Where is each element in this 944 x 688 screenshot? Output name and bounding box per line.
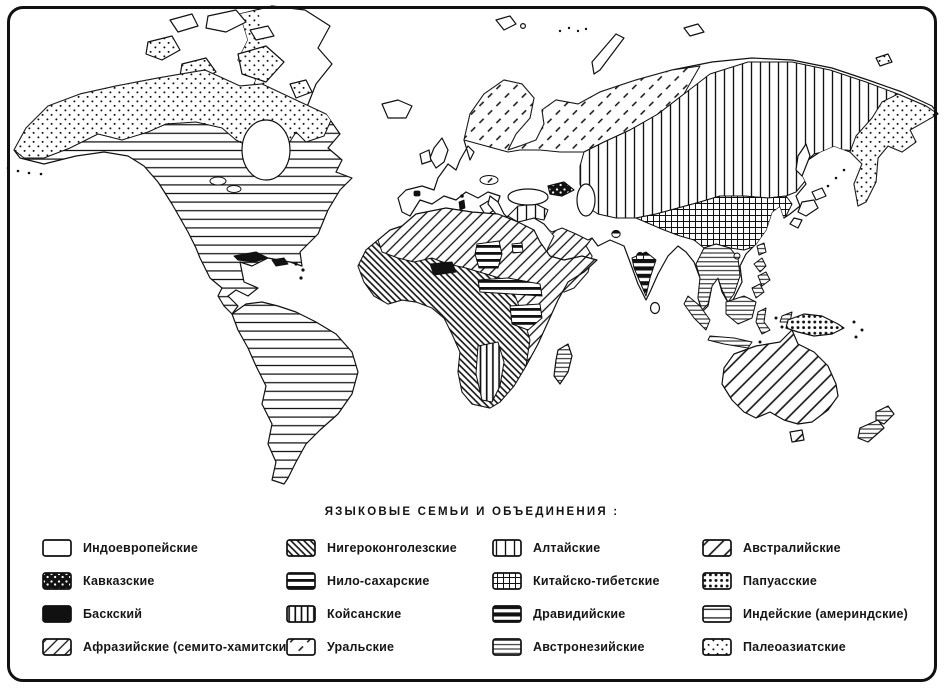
legend-swatch-altaic xyxy=(492,538,522,557)
legend-label: Австралийские xyxy=(743,540,841,555)
region-caucasian xyxy=(547,181,575,197)
sakhalin xyxy=(795,143,811,177)
legend-item-khoisan: Койсанские xyxy=(286,597,490,630)
region-australian xyxy=(721,329,839,425)
legend-item-papuan: Папуасские xyxy=(702,564,932,597)
caribbean-islands xyxy=(233,251,305,280)
legend-swatch-nilo-saharan xyxy=(286,571,316,590)
legend-item-niger-congo: Нигероконголезские xyxy=(286,531,490,564)
sahel-black-patch xyxy=(429,261,457,276)
legend-column-1: Индоевропейские Кавказские Баскский Афра… xyxy=(42,531,298,663)
legend-item-paleoasian: Палеоазиатские xyxy=(702,630,932,663)
aleutian-islands xyxy=(6,166,43,176)
legend-label: Нило-сахарские xyxy=(327,573,430,588)
corsica xyxy=(460,194,464,198)
kuril-islands xyxy=(826,168,846,188)
legend-item-uralic: Уральские xyxy=(286,630,490,663)
legend-label: Койсанские xyxy=(327,606,402,621)
legend-item-sino-tibetan: Китайско-тибетские xyxy=(492,564,700,597)
legend-swatch-indo-european xyxy=(42,538,72,557)
legend-label: Дравидийские xyxy=(533,606,626,621)
region-tasmania xyxy=(789,429,805,443)
legend-swatch-caucasian xyxy=(42,571,72,590)
novaya-zemlya xyxy=(591,33,625,75)
legend-label: Индейские (америндские) xyxy=(743,606,908,621)
sardinia xyxy=(458,199,466,211)
arctic-islands-white xyxy=(169,9,275,41)
region-austronesian-indochina xyxy=(695,243,741,311)
legend-column-2: Нигероконголезские Нило-сахарские Койсан… xyxy=(286,531,490,663)
moluccas xyxy=(758,316,784,344)
wrangel-island xyxy=(875,53,893,67)
legend-swatch-uralic xyxy=(286,637,316,656)
legend-swatch-paleoasian xyxy=(702,637,732,656)
black-sea xyxy=(507,188,549,206)
legend-item-caucasian: Кавказские xyxy=(42,564,286,597)
solomon-islands xyxy=(852,320,864,339)
legend-label: Папуасские xyxy=(743,573,818,588)
great-lake xyxy=(209,176,227,186)
region-dravidian xyxy=(611,229,657,297)
legend-item-australian: Австралийские xyxy=(702,531,932,564)
arctic-islets xyxy=(558,26,588,33)
region-papuan-new-guinea xyxy=(785,313,845,337)
legend-item-nilo-saharan: Нило-сахарские xyxy=(286,564,490,597)
legend-swatch-niger-congo xyxy=(286,538,316,557)
region-great-britain xyxy=(429,137,449,169)
world-map xyxy=(6,5,939,485)
svalbard xyxy=(495,15,517,31)
legend-label: Баскский xyxy=(83,606,143,621)
legend-label: Нигероконголезские xyxy=(327,540,457,555)
legend-item-afroasiatic: Афразийские (семито-хамитские) xyxy=(42,630,298,663)
legend-column-4: Австралийские Папуасские Индейские (амер… xyxy=(702,531,932,663)
region-khoisan xyxy=(475,341,505,403)
legend-item-austronesian: Австронезийские xyxy=(492,630,700,663)
region-uralic xyxy=(463,65,701,153)
legend-swatch-basque xyxy=(42,604,72,623)
legend-swatch-sino-tibetan xyxy=(492,571,522,590)
arctic-islands-stippled xyxy=(145,35,313,99)
franz-josef-land xyxy=(683,23,705,37)
hudson-bay xyxy=(241,119,291,181)
region-new-zealand-austronesian xyxy=(857,405,895,443)
region-basque xyxy=(413,190,421,197)
legend-label: Алтайские xyxy=(533,540,601,555)
legend-item-basque: Баскский xyxy=(42,597,286,630)
legend-swatch-austronesian xyxy=(492,637,522,656)
legend-swatch-amerindian xyxy=(702,604,732,623)
legend-label: Уральские xyxy=(327,639,395,654)
region-japan xyxy=(789,187,827,229)
svalbard-isle xyxy=(519,23,526,30)
legend-item-dravidian: Дравидийские xyxy=(492,597,700,630)
region-ireland xyxy=(419,149,432,165)
legend-swatch-australian xyxy=(702,538,732,557)
legend-label: Австронезийские xyxy=(533,639,645,654)
legend-label: Афразийские (семито-хамитские) xyxy=(83,639,298,654)
region-south-america-amerindian xyxy=(231,301,359,485)
region-altaic-anatolia xyxy=(507,203,549,223)
region-uralic-hungary xyxy=(479,175,499,185)
great-lake xyxy=(226,185,242,193)
legend-item-amerindian: Индейские (америндские) xyxy=(702,597,932,630)
legend-swatch-papuan xyxy=(702,571,732,590)
legend-swatch-dravidian xyxy=(492,604,522,623)
legend-label: Кавказские xyxy=(83,573,155,588)
region-paleoasian-siberia xyxy=(849,93,938,207)
legend-label: Китайско-тибетские xyxy=(533,573,660,588)
legend-item-altaic: Алтайские xyxy=(492,531,700,564)
legend-item-indo-european: Индоевропейские xyxy=(42,531,286,564)
caspian-sea xyxy=(576,183,596,217)
sri-lanka xyxy=(649,301,661,315)
region-iceland xyxy=(381,99,413,119)
legend-label: Палеоазиатские xyxy=(743,639,846,654)
legend-label: Индоевропейские xyxy=(83,540,199,555)
region-madagascar-austronesian xyxy=(553,343,573,385)
legend-swatch-afroasiatic xyxy=(42,637,72,656)
legend-swatch-khoisan xyxy=(286,604,316,623)
legend-title: ЯЗЫКОВЫЕ СЕМЬИ И ОБЪЕДИНЕНИЯ : xyxy=(324,506,620,518)
region-nilo-saharan xyxy=(429,240,543,331)
legend-column-3: Алтайские Китайско-тибетские Дравидийски… xyxy=(492,531,700,663)
